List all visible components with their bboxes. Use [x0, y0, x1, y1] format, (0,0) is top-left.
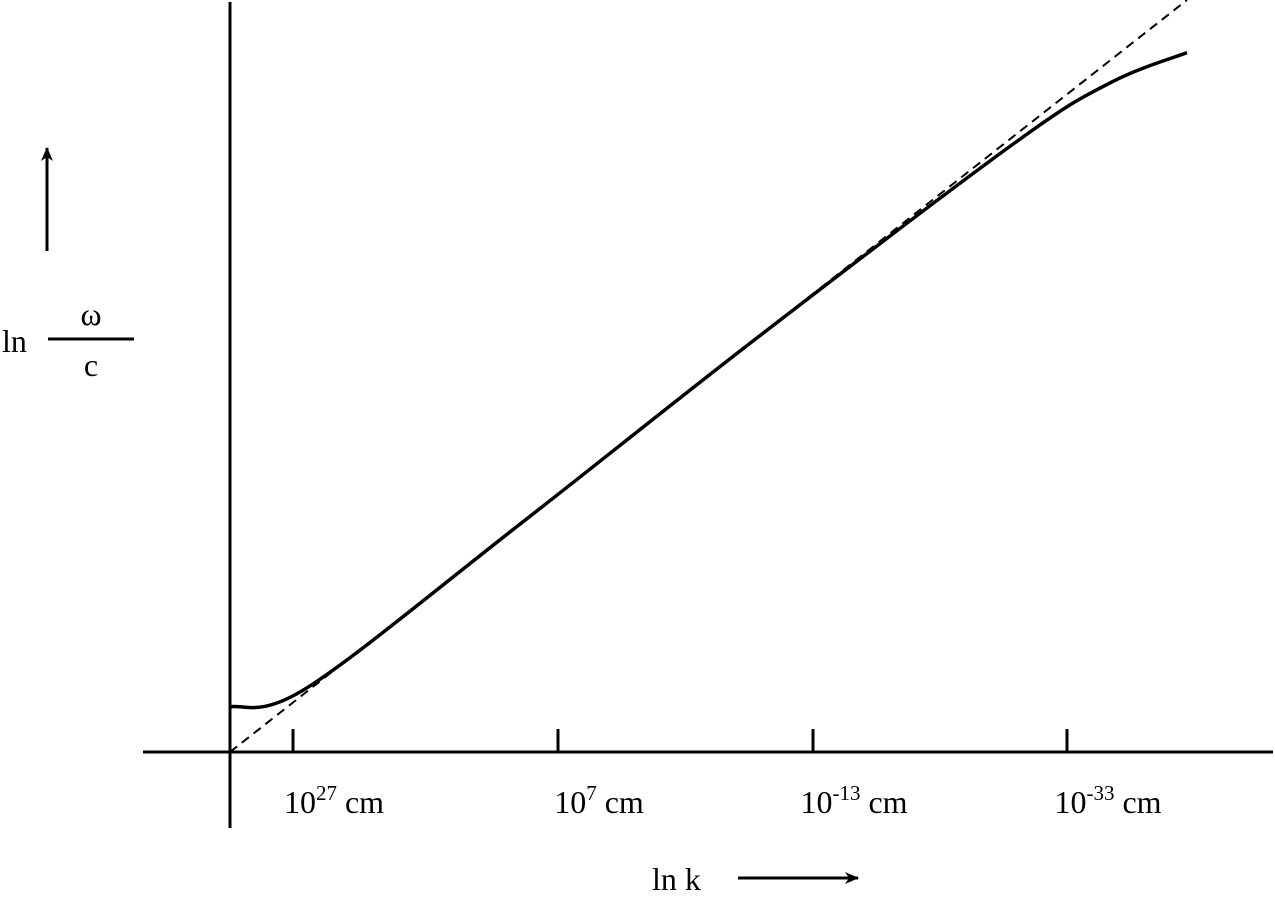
- y-axis-label-prefix: ln: [2, 323, 27, 359]
- x-tick-label-base-1: 10: [554, 784, 586, 820]
- y-axis-label-numerator: ω: [80, 296, 101, 332]
- x-tick-label-exponent-2: -13: [832, 781, 860, 805]
- y-axis-label-denominator: c: [84, 347, 98, 383]
- x-tick-label-base-2: 10: [800, 784, 832, 820]
- x-axis-label: ln k: [652, 861, 701, 897]
- x-tick-label-base-3: 10: [1054, 784, 1086, 820]
- series-line-solid: [229, 51, 1188, 710]
- x-tick-label-exponent-0: 27: [316, 781, 337, 805]
- x-tick-label-unit-2: cm: [860, 784, 907, 820]
- x-tick-label-exponent-3: -33: [1086, 781, 1114, 805]
- x-tick-label-exponent-1: 7: [586, 781, 597, 805]
- x-tick-label-2: 10-13 cm: [800, 781, 907, 820]
- asymptote-line-dashed: [229, 0, 1188, 753]
- x-ticks: 1027 cm 107 cm 10-13 cm 10-33 cm: [284, 729, 1162, 820]
- x-tick-label-0: 1027 cm: [284, 781, 384, 820]
- x-tick-label-unit-0: cm: [337, 784, 384, 820]
- x-tick-label-unit-3: cm: [1114, 784, 1161, 820]
- series-group: [229, 0, 1188, 753]
- x-tick-label-1: 107 cm: [554, 781, 644, 820]
- x-tick-label-base-0: 10: [284, 784, 316, 820]
- x-tick-label-unit-1: cm: [597, 784, 644, 820]
- x-tick-label-3: 10-33 cm: [1054, 781, 1161, 820]
